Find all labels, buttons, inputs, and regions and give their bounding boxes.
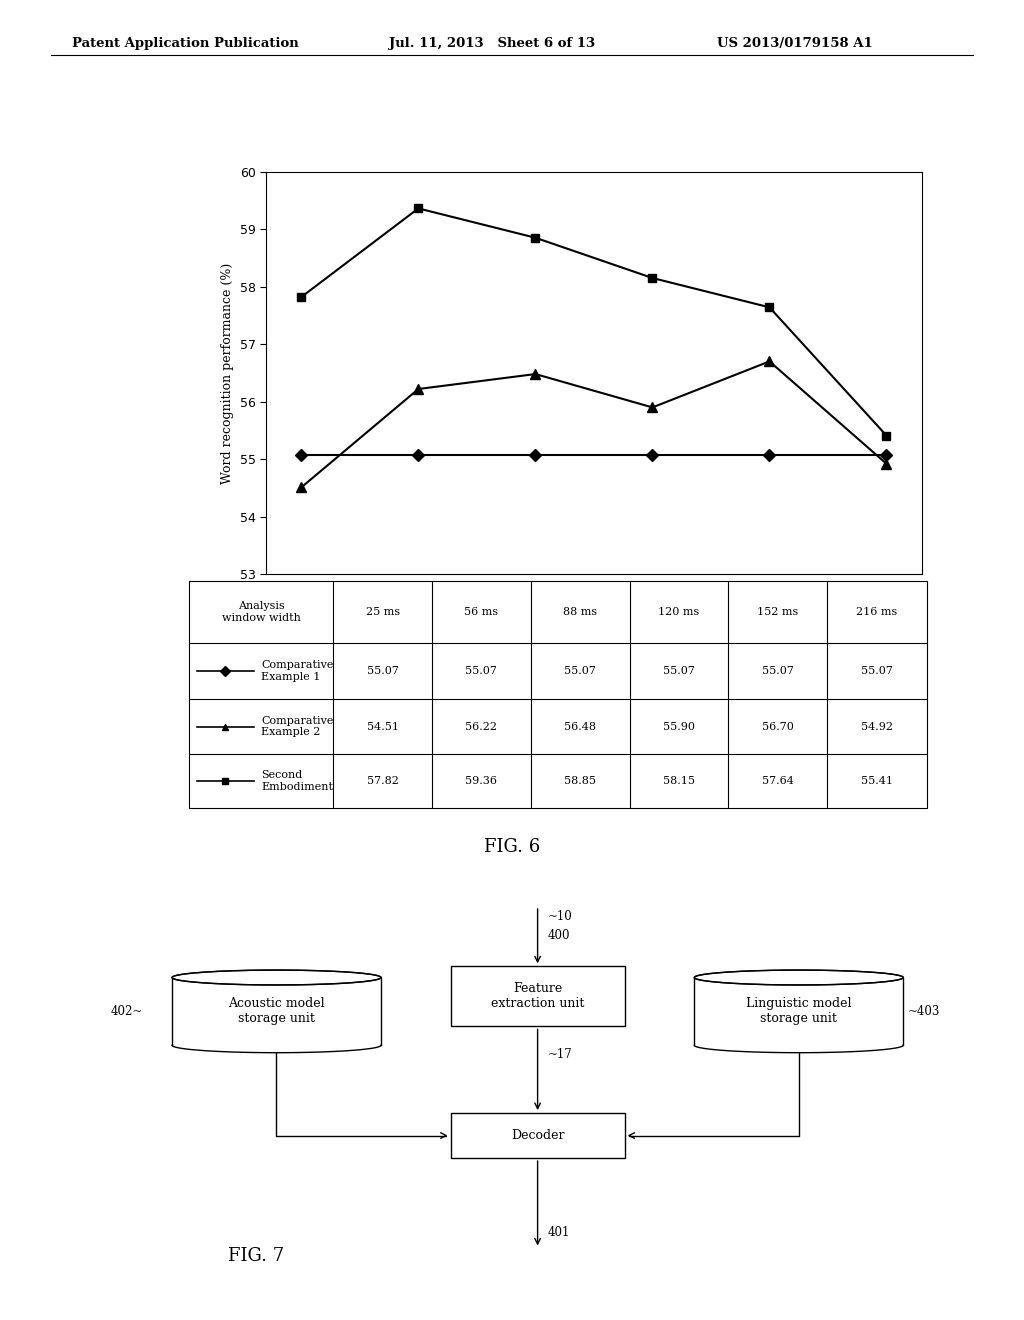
- Text: US 2013/0179158 A1: US 2013/0179158 A1: [717, 37, 872, 50]
- Text: Analysis
window width: Analysis window width: [222, 601, 301, 623]
- Bar: [694, 978, 903, 1045]
- Bar: [451, 1113, 625, 1158]
- Ellipse shape: [172, 970, 381, 985]
- Text: FIG. 7: FIG. 7: [228, 1247, 284, 1266]
- Text: 25 ms: 25 ms: [366, 607, 399, 616]
- Text: 55.07: 55.07: [466, 667, 498, 676]
- Text: ~17: ~17: [548, 1048, 572, 1061]
- Text: 59.36: 59.36: [465, 776, 498, 787]
- Text: 152 ms: 152 ms: [757, 607, 799, 616]
- Text: Jul. 11, 2013   Sheet 6 of 13: Jul. 11, 2013 Sheet 6 of 13: [389, 37, 595, 50]
- Text: Comparative
Example 2: Comparative Example 2: [261, 715, 334, 738]
- Text: 57.64: 57.64: [762, 776, 794, 787]
- Text: Acoustic model
storage unit: Acoustic model storage unit: [228, 998, 325, 1026]
- Text: 57.82: 57.82: [367, 776, 398, 787]
- Text: 55.07: 55.07: [564, 667, 596, 676]
- Text: 56.48: 56.48: [564, 722, 596, 731]
- Text: 55.41: 55.41: [860, 776, 893, 787]
- Text: Linguistic model
storage unit: Linguistic model storage unit: [745, 998, 852, 1026]
- Bar: [451, 966, 625, 1027]
- Text: 401: 401: [548, 1226, 570, 1238]
- Text: 120 ms: 120 ms: [658, 607, 699, 616]
- Text: ~403: ~403: [907, 1005, 940, 1018]
- Text: Second
Embodiment: Second Embodiment: [261, 771, 334, 792]
- Text: Decoder: Decoder: [511, 1129, 564, 1142]
- Text: Patent Application Publication: Patent Application Publication: [72, 37, 298, 50]
- Text: 55.90: 55.90: [663, 722, 695, 731]
- Text: 58.15: 58.15: [663, 776, 695, 787]
- Text: 56.22: 56.22: [465, 722, 498, 731]
- Text: 216 ms: 216 ms: [856, 607, 897, 616]
- Text: FIG. 6: FIG. 6: [484, 838, 540, 857]
- Ellipse shape: [694, 970, 903, 985]
- Text: Comparative
Example 1: Comparative Example 1: [261, 660, 334, 682]
- Text: 54.92: 54.92: [860, 722, 893, 731]
- Text: 55.07: 55.07: [367, 667, 398, 676]
- Text: 56.70: 56.70: [762, 722, 794, 731]
- Text: 55.07: 55.07: [664, 667, 695, 676]
- Text: 55.07: 55.07: [860, 667, 893, 676]
- Text: 402~: 402~: [112, 1005, 143, 1018]
- Text: 54.51: 54.51: [367, 722, 398, 731]
- Text: 88 ms: 88 ms: [563, 607, 597, 616]
- Bar: [172, 978, 381, 1045]
- Y-axis label: Word recognition performance (%): Word recognition performance (%): [221, 263, 234, 483]
- Text: 55.07: 55.07: [762, 667, 794, 676]
- Text: ~10: ~10: [548, 909, 572, 923]
- Text: 58.85: 58.85: [564, 776, 596, 787]
- Text: 400: 400: [548, 929, 570, 941]
- Text: 56 ms: 56 ms: [464, 607, 499, 616]
- Text: Feature
extraction unit: Feature extraction unit: [490, 982, 585, 1010]
